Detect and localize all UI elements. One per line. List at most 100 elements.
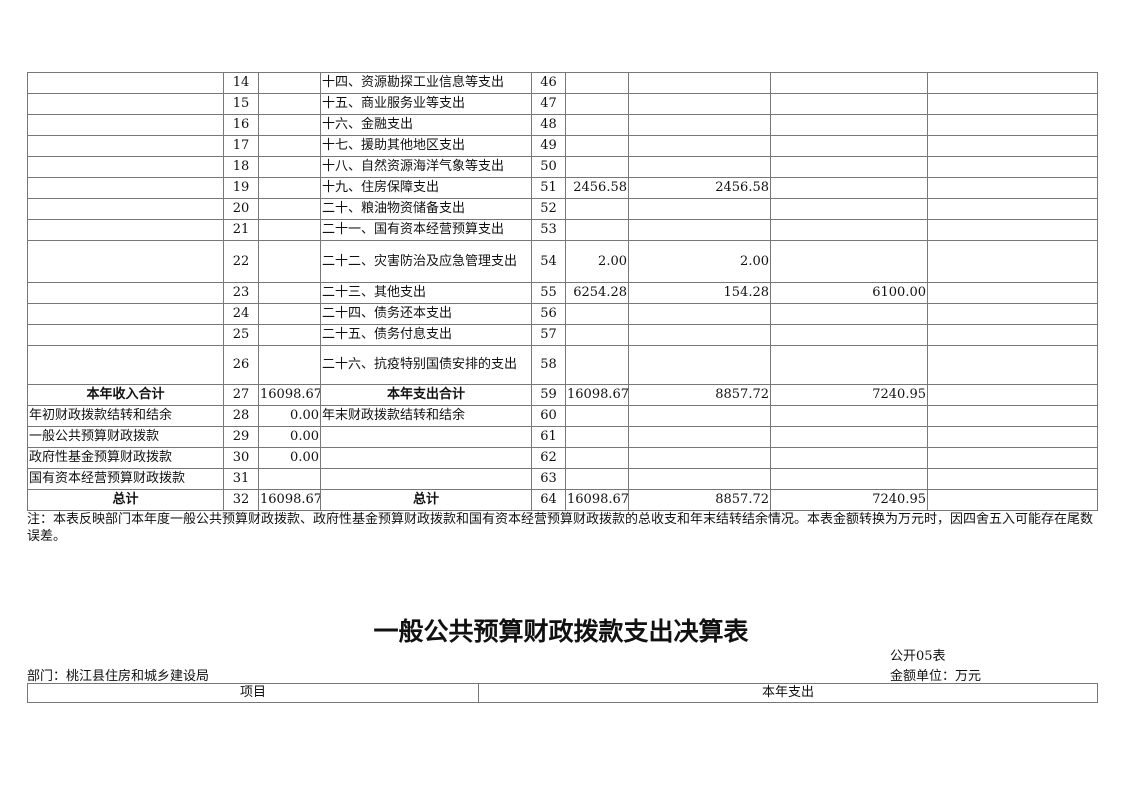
income-item — [27, 324, 224, 346]
expense-item: 二十三、其他支出 — [320, 282, 532, 304]
expense-item: 十四、资源勘探工业信息等支出 — [320, 72, 532, 94]
income-row-no: 29 — [223, 426, 259, 448]
fund-budget — [770, 219, 928, 241]
expense-row-no: 47 — [531, 93, 566, 115]
expense-total: 16098.67 — [565, 384, 629, 406]
income-expenditure-table: 14 十四、资源勘探工业信息等支出 46 15 十五、商业服务业等支出 47 16 十六、金融… — [27, 72, 1098, 511]
state-capital — [927, 345, 1098, 385]
expense-row-no: 64 — [531, 489, 566, 511]
fund-budget — [770, 468, 928, 490]
state-capital — [927, 156, 1098, 178]
income-amount — [258, 93, 321, 115]
state-capital — [927, 219, 1098, 241]
fund-budget — [770, 345, 928, 385]
income-amount: 16098.67 — [258, 384, 321, 406]
expense-item — [320, 468, 532, 490]
expense-total — [565, 405, 629, 427]
expense-row-no: 48 — [531, 114, 566, 136]
table-row: 总计 32 16098.67 总计 64 16098.67 8857.72 7240.95 — [27, 489, 1098, 511]
income-item — [27, 345, 224, 385]
income-row-no: 23 — [223, 282, 259, 304]
state-capital — [927, 303, 1098, 325]
expense-row-no: 57 — [531, 324, 566, 346]
income-item — [27, 156, 224, 178]
expense-item: 二十六、抗疫特别国债安排的支出 — [320, 345, 532, 385]
income-item — [27, 282, 224, 304]
income-row-no: 22 — [223, 240, 259, 283]
state-capital — [927, 426, 1098, 448]
income-row-no: 16 — [223, 114, 259, 136]
income-amount: 0.00 — [258, 426, 321, 448]
income-item — [27, 303, 224, 325]
fund-budget — [770, 447, 928, 469]
expense-total — [565, 198, 629, 220]
expense-row-no: 56 — [531, 303, 566, 325]
expense-item — [320, 447, 532, 469]
table-row: 15 十五、商业服务业等支出 47 — [27, 93, 1098, 115]
table-row: 24 二十四、债务还本支出 56 — [27, 303, 1098, 325]
header-item: 项目 — [27, 683, 479, 703]
general-budget — [628, 468, 771, 490]
income-amount — [258, 198, 321, 220]
income-amount — [258, 114, 321, 136]
income-item — [27, 135, 224, 157]
state-capital — [927, 282, 1098, 304]
unit-label: 金额单位：万元 — [890, 669, 982, 684]
income-row-no: 17 — [223, 135, 259, 157]
expense-row-no: 62 — [531, 447, 566, 469]
income-item: 总计 — [27, 489, 224, 511]
table-row: 16 十六、金融支出 48 — [27, 114, 1098, 136]
income-amount — [258, 282, 321, 304]
income-amount — [258, 135, 321, 157]
income-item: 政府性基金预算财政拨款 — [27, 447, 224, 469]
general-budget: 8857.72 — [628, 384, 771, 406]
expense-total — [565, 324, 629, 346]
expense-item: 十九、住房保障支出 — [320, 177, 532, 199]
general-budget — [628, 93, 771, 115]
income-row-no: 14 — [223, 72, 259, 94]
expense-total — [565, 72, 629, 94]
expense-item: 十八、自然资源海洋气象等支出 — [320, 156, 532, 178]
expense-item: 二十五、债务付息支出 — [320, 324, 532, 346]
expense-total — [565, 303, 629, 325]
expenditure-header-table: 项目 本年支出 — [27, 683, 1098, 703]
state-capital — [927, 198, 1098, 220]
expense-total — [565, 426, 629, 448]
income-item — [27, 72, 224, 94]
income-item — [27, 114, 224, 136]
expense-row-no: 52 — [531, 198, 566, 220]
general-budget — [628, 72, 771, 94]
general-budget — [628, 426, 771, 448]
expense-row-no: 46 — [531, 72, 566, 94]
expense-item: 十五、商业服务业等支出 — [320, 93, 532, 115]
table-row: 政府性基金预算财政拨款 30 0.00 62 — [27, 447, 1098, 469]
expense-total — [565, 219, 629, 241]
state-capital — [927, 324, 1098, 346]
expense-total — [565, 468, 629, 490]
income-item — [27, 177, 224, 199]
table-row: 年初财政拨款结转和结余 28 0.00 年末财政拨款结转和结余 60 — [27, 405, 1098, 427]
general-budget — [628, 405, 771, 427]
expense-total — [565, 447, 629, 469]
state-capital — [927, 93, 1098, 115]
expense-item: 总计 — [320, 489, 532, 511]
income-row-no: 21 — [223, 219, 259, 241]
income-row-no: 31 — [223, 468, 259, 490]
income-item: 本年收入合计 — [27, 384, 224, 406]
income-item: 国有资本经营预算财政拨款 — [27, 468, 224, 490]
table-row: 23 二十三、其他支出 55 6254.28 154.28 6100.00 — [27, 282, 1098, 304]
state-capital — [927, 468, 1098, 490]
table-row: 25 二十五、债务付息支出 57 — [27, 324, 1098, 346]
header-expenditure: 本年支出 — [478, 683, 1098, 703]
state-capital — [927, 135, 1098, 157]
expense-item: 十六、金融支出 — [320, 114, 532, 136]
income-amount — [258, 240, 321, 283]
state-capital — [927, 489, 1098, 511]
table-row: 一般公共预算财政拨款 29 0.00 61 — [27, 426, 1098, 448]
income-amount: 0.00 — [258, 447, 321, 469]
expense-row-no: 49 — [531, 135, 566, 157]
expense-row-no: 59 — [531, 384, 566, 406]
income-row-no: 18 — [223, 156, 259, 178]
expense-item: 二十、粮油物资储备支出 — [320, 198, 532, 220]
fund-budget — [770, 405, 928, 427]
